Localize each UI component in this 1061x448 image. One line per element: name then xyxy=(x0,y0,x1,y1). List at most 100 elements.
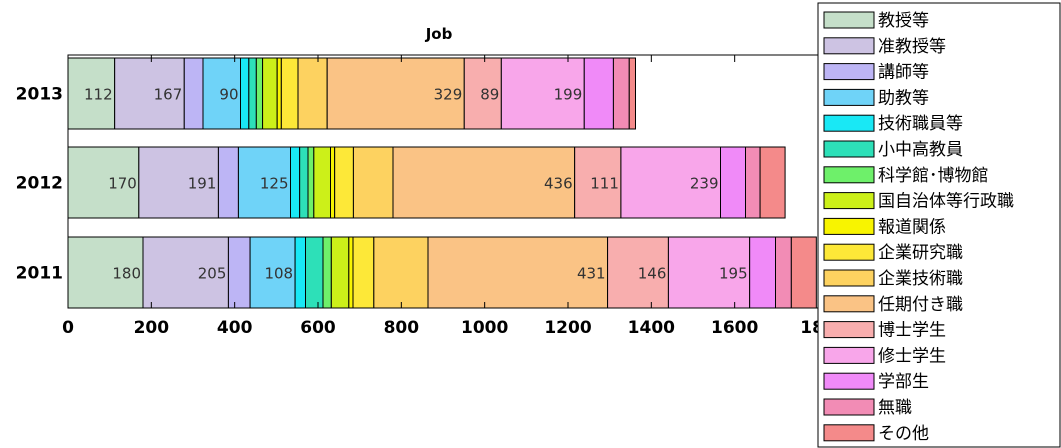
data-label: 108 xyxy=(264,265,293,283)
legend-swatch xyxy=(823,269,875,287)
legend-label: 助教等 xyxy=(878,88,929,108)
x-tick-label: 1200 xyxy=(544,318,591,338)
x-tick-label: 600 xyxy=(300,318,336,338)
bar-segment xyxy=(330,146,336,219)
bar-segment xyxy=(574,146,622,219)
legend-swatch xyxy=(823,295,875,313)
bar-segment xyxy=(294,236,307,309)
legend-swatch xyxy=(823,217,875,235)
bar-segment xyxy=(142,236,229,309)
bar-segment xyxy=(227,236,251,309)
bar-segment xyxy=(249,236,296,309)
data-label: 205 xyxy=(198,265,227,283)
legend-label: その他 xyxy=(878,424,929,444)
category-label: 2013 xyxy=(16,85,63,105)
bar-segment xyxy=(667,236,751,309)
data-label: 436 xyxy=(544,175,573,193)
legend-label: 准教授等 xyxy=(878,37,946,57)
legend-swatch xyxy=(823,11,875,29)
x-tick-label: 400 xyxy=(217,318,253,338)
bar-segment xyxy=(427,236,609,309)
legend-label: 国自治体等行政職 xyxy=(878,192,1014,212)
x-tick-label: 1600 xyxy=(711,318,758,338)
legend-swatch xyxy=(823,424,875,442)
data-label: 191 xyxy=(188,175,217,193)
bar-segment xyxy=(334,146,354,219)
bar-segment xyxy=(326,57,465,130)
bar-segment xyxy=(217,146,239,219)
bar-segment xyxy=(620,146,722,219)
bar-segment xyxy=(583,57,614,130)
bar-segment xyxy=(248,57,257,130)
bar-segment xyxy=(290,146,301,219)
data-label: 112 xyxy=(84,86,113,104)
chart-title: Job xyxy=(425,25,453,43)
bar-segment xyxy=(276,57,282,130)
data-label: 329 xyxy=(434,86,463,104)
bar-segments: 112 167 90 329 89 199 170 191 125 436 111 239 180 205… xyxy=(67,57,817,309)
legend-label: 報道関係 xyxy=(878,217,946,237)
bar-segment xyxy=(138,146,219,219)
category-label: 2012 xyxy=(16,174,63,194)
data-label: 180 xyxy=(112,265,141,283)
data-label: 195 xyxy=(719,265,748,283)
legend-swatch xyxy=(823,88,875,106)
data-label: 199 xyxy=(554,86,583,104)
bar-segment xyxy=(500,57,585,130)
data-label: 167 xyxy=(154,86,183,104)
bar-segment xyxy=(745,146,761,219)
legend-label: 無職 xyxy=(878,398,912,418)
bar-segment xyxy=(280,57,299,130)
bar-segment xyxy=(322,236,332,309)
legend-swatch xyxy=(823,37,875,55)
category-axis-labels: 2013 2012 2011 xyxy=(16,85,63,284)
bar-segment xyxy=(330,236,350,309)
legend-label: 企業研究職 xyxy=(878,243,963,263)
legend: 教授等准教授等講師等助教等技術職員等小中高教員科学館･博物館国自治体等行政職報道… xyxy=(817,2,1061,448)
legend-swatch xyxy=(823,398,875,416)
data-label: 431 xyxy=(577,265,606,283)
legend-label: 学部生 xyxy=(878,372,929,392)
bar-segment xyxy=(628,57,636,130)
x-tick-label: 0 xyxy=(62,318,74,338)
legend-label: 科学館･博物館 xyxy=(878,166,989,186)
legend-swatch xyxy=(823,140,875,158)
bar-segment xyxy=(67,146,140,219)
legend-label: 修士学生 xyxy=(878,346,946,366)
bar-segment xyxy=(720,146,746,219)
data-label: 170 xyxy=(108,175,137,193)
legend-label: 教授等 xyxy=(878,11,929,31)
bar-segment xyxy=(463,57,502,130)
bar-segment xyxy=(790,236,817,309)
legend-swatch xyxy=(823,321,875,339)
category-label: 2011 xyxy=(16,264,63,284)
x-tick-label: 1000 xyxy=(461,318,508,338)
bar-segment xyxy=(237,146,292,219)
bar-segment xyxy=(759,146,786,219)
bar-segment xyxy=(348,236,354,309)
bar-segment xyxy=(67,57,116,130)
legend-swatch xyxy=(823,114,875,132)
legend-swatch xyxy=(823,372,875,390)
legend-swatch xyxy=(823,346,875,364)
x-axis-ticks: 0 200 400 600 800 1000 1200 1400 1600 180 xyxy=(62,55,836,338)
x-tick-label: 800 xyxy=(384,318,420,338)
legend-swatch xyxy=(823,243,875,261)
data-label: 89 xyxy=(480,86,499,104)
bar-segment xyxy=(305,236,324,309)
bar-segment xyxy=(297,57,328,130)
legend-label: 小中高教員 xyxy=(878,140,963,160)
data-label: 239 xyxy=(690,175,719,193)
bar-segment xyxy=(373,236,429,309)
legend-label: 任期付き職 xyxy=(878,295,963,315)
bar-segment xyxy=(307,146,315,219)
legend-label: 博士学生 xyxy=(878,321,946,341)
data-label: 146 xyxy=(638,265,667,283)
bar-segment xyxy=(240,57,250,130)
bar-segment xyxy=(67,236,144,309)
legend-swatch xyxy=(823,63,875,81)
bar-segment xyxy=(352,236,375,309)
bar-segment xyxy=(299,146,309,219)
data-label: 90 xyxy=(219,86,238,104)
bar-segment xyxy=(262,57,278,130)
